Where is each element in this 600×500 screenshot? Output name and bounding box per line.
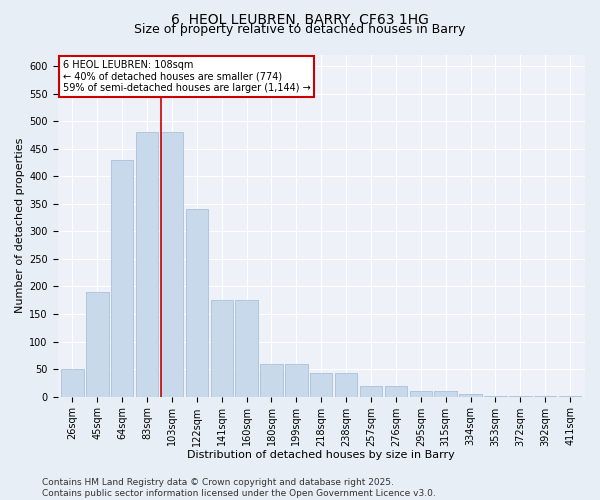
- Text: 6 HEOL LEUBREN: 108sqm
← 40% of detached houses are smaller (774)
59% of semi-de: 6 HEOL LEUBREN: 108sqm ← 40% of detached…: [63, 60, 311, 94]
- Bar: [385, 386, 407, 396]
- Bar: [86, 292, 109, 397]
- Bar: [61, 369, 83, 396]
- Bar: [460, 394, 482, 396]
- Bar: [235, 300, 258, 396]
- Bar: [335, 373, 358, 396]
- Text: Size of property relative to detached houses in Barry: Size of property relative to detached ho…: [134, 22, 466, 36]
- Bar: [161, 132, 183, 396]
- Bar: [310, 373, 332, 396]
- Bar: [211, 300, 233, 396]
- Text: Contains HM Land Registry data © Crown copyright and database right 2025.
Contai: Contains HM Land Registry data © Crown c…: [42, 478, 436, 498]
- Bar: [360, 386, 382, 396]
- Bar: [185, 210, 208, 396]
- Text: 6, HEOL LEUBREN, BARRY, CF63 1HG: 6, HEOL LEUBREN, BARRY, CF63 1HG: [171, 12, 429, 26]
- Bar: [410, 391, 432, 396]
- Bar: [285, 364, 308, 396]
- Bar: [111, 160, 133, 396]
- Y-axis label: Number of detached properties: Number of detached properties: [15, 138, 25, 314]
- Bar: [136, 132, 158, 396]
- Bar: [260, 364, 283, 396]
- X-axis label: Distribution of detached houses by size in Barry: Distribution of detached houses by size …: [187, 450, 455, 460]
- Bar: [434, 390, 457, 396]
